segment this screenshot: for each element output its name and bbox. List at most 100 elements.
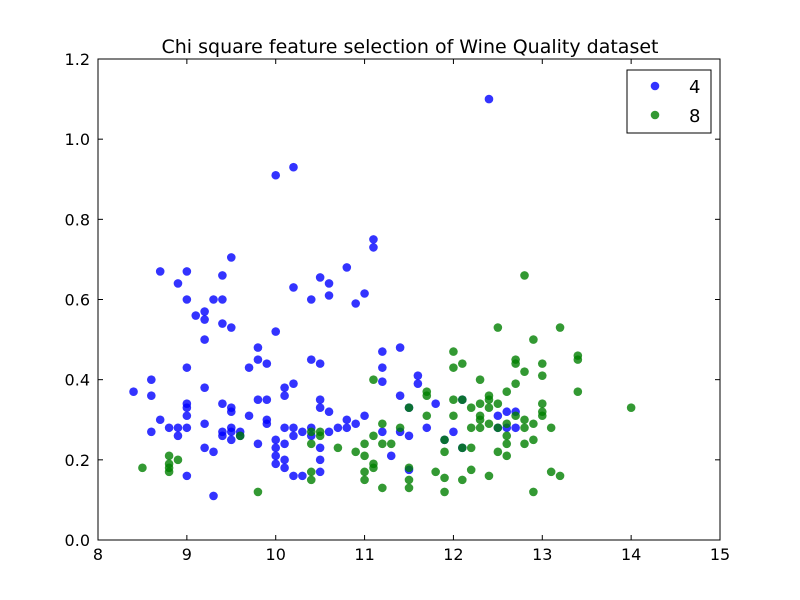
series-8-point (475, 423, 485, 433)
series-4-point (449, 427, 458, 437)
series-8-point (378, 439, 387, 449)
series-4-point (200, 383, 209, 392)
series-4-point (351, 299, 360, 308)
series-8-point (626, 403, 636, 413)
series-4-point (493, 411, 503, 421)
chart-title: Chi square feature selection of Wine Qua… (161, 36, 658, 58)
series-4-point (404, 431, 414, 441)
series-8-point (351, 447, 360, 457)
series-4-point (271, 443, 281, 453)
series-8-point (520, 439, 529, 449)
series-4-point (182, 471, 192, 481)
series-8-point (520, 415, 529, 425)
series-4-point (306, 355, 316, 364)
y-tick-label: 0.2 (65, 451, 90, 470)
series-8-point (493, 323, 503, 332)
series-4-point (360, 289, 369, 298)
series-8-point (449, 347, 458, 356)
series-8-point (360, 439, 369, 449)
series-4-point (244, 411, 254, 421)
series-8-point (484, 471, 494, 481)
series-4-point (182, 423, 192, 433)
legend-label-8: 8 (689, 106, 700, 127)
series-4-point (502, 407, 512, 417)
series-8-point (404, 463, 414, 473)
series-8-point (164, 467, 174, 477)
series-8-point (493, 423, 503, 433)
series-8-point (466, 423, 476, 433)
series-8-point (502, 431, 512, 441)
series-4-point (182, 267, 192, 276)
series-4-point (209, 295, 218, 304)
series-8-point (440, 435, 449, 445)
series-8-point (306, 475, 316, 485)
series-4-point (378, 347, 387, 356)
series-8-point (449, 395, 458, 405)
series-8-point (502, 451, 512, 461)
series-8-point (369, 431, 378, 441)
series-4-point (315, 455, 325, 465)
series-4-point (147, 375, 156, 384)
series-8-point (546, 467, 556, 477)
series-4-point (200, 315, 209, 324)
series-8-point (484, 403, 494, 413)
series-8-point (573, 355, 583, 364)
series-4-point (182, 403, 192, 413)
series-8-point (529, 419, 538, 429)
series-4-point (262, 359, 272, 368)
series-4-point (315, 273, 325, 282)
series-8-point (573, 387, 583, 396)
y-tick-label: 1.2 (65, 50, 90, 69)
series-4-point (253, 439, 263, 449)
series-4-point (262, 419, 272, 429)
series-4-point (289, 423, 298, 433)
series-4-point (342, 263, 352, 272)
series-8-point (475, 375, 485, 384)
series-4-point (413, 371, 423, 380)
series-4-point (511, 423, 520, 433)
series-4-point (395, 391, 405, 401)
series-8-point (502, 439, 512, 449)
series-8-point (458, 443, 467, 453)
series-4-point (422, 423, 432, 433)
series-4-point (289, 162, 298, 172)
series-8-point (466, 403, 476, 413)
series-4-point (147, 391, 156, 401)
series-4-point (182, 363, 192, 372)
series-8-point (511, 379, 520, 388)
series-4-point (226, 253, 236, 262)
series-4-point (386, 451, 396, 461)
series-4-point (289, 431, 298, 441)
series-8-point (537, 359, 547, 368)
series-4-point (253, 343, 263, 352)
series-4-point (226, 407, 236, 417)
series-8-point (484, 419, 494, 429)
series-4-point (200, 335, 209, 344)
legend-marker-8 (650, 110, 660, 120)
series-4-point (289, 471, 298, 481)
series-8-point (386, 439, 396, 449)
series-4-point (271, 459, 281, 469)
series-4-point (280, 383, 289, 392)
series-8-point (458, 395, 467, 405)
series-4-point (413, 379, 423, 388)
series-4-point (164, 423, 174, 433)
series-4-point (351, 419, 360, 429)
series-8-point (502, 387, 512, 396)
x-tick-label: 8 (93, 545, 103, 564)
plot-frame (97, 58, 721, 541)
y-tick-label: 0.4 (65, 371, 90, 390)
series-4-point (342, 423, 352, 433)
series-4-point (129, 387, 138, 396)
x-tick-label: 15 (710, 545, 730, 564)
legend-marker-4 (650, 81, 660, 91)
series-8-point (404, 403, 414, 413)
series-8-point (333, 443, 343, 453)
series-4-point (289, 283, 298, 292)
series-4-point (200, 443, 209, 453)
series-4-point (226, 435, 236, 445)
series-4-point (200, 307, 209, 316)
series-4-point (378, 377, 387, 386)
series-8-point (360, 475, 369, 485)
series-8-point (404, 483, 414, 493)
